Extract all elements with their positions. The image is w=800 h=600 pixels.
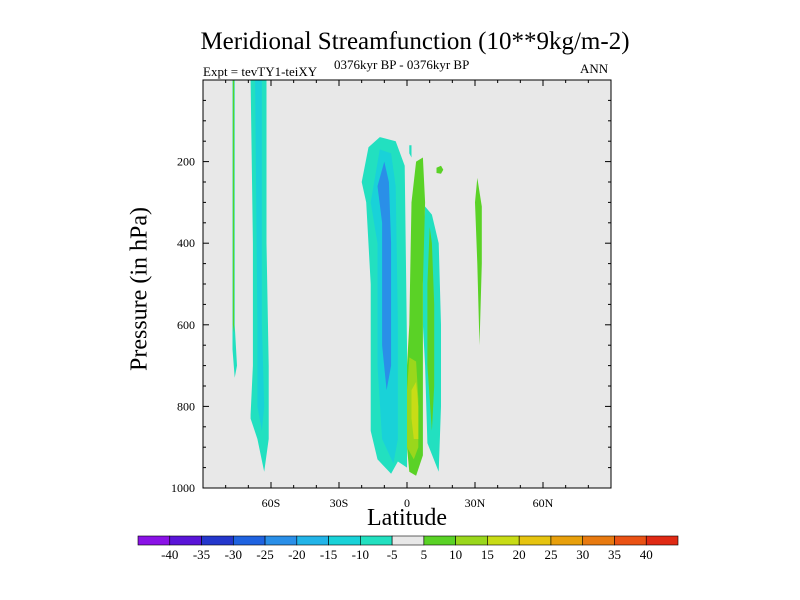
- x-tick-label-2: 0: [404, 496, 410, 510]
- y-tick-label-4: 1000: [171, 481, 195, 495]
- y-tick-label-3: 800: [177, 399, 195, 413]
- x-tick-label-4: 60N: [533, 496, 554, 510]
- colorbar-label-5: -15: [320, 547, 337, 562]
- contour-region-9: [427, 226, 435, 431]
- colorbar-swatch-14: [582, 535, 615, 546]
- colorbar-label-12: 25: [544, 547, 557, 562]
- contour-region-3: [255, 80, 265, 431]
- colorbar-label-10: 15: [481, 547, 494, 562]
- colorbar-label-1: -35: [193, 547, 210, 562]
- colorbar-swatch-16: [645, 535, 679, 546]
- colorbar: -40 -35 -30 -25 -20 -15 -10 -5 5 10 15 20 25 30 35 40: [137, 535, 679, 562]
- colorbar-swatch-0: [137, 535, 171, 546]
- colorbar-swatch-3: [232, 535, 266, 546]
- contour-region-6: [377, 161, 392, 391]
- colorbar-swatch-13: [550, 535, 584, 546]
- axis-ticks: 60S 30S 0 30N 60N 200 400 600 800 1000: [171, 80, 611, 510]
- experiment-label: Expt = tevTY1-teiXY: [203, 64, 318, 79]
- colorbar-label-11: 20: [513, 547, 526, 562]
- colorbar-swatch-1: [169, 535, 202, 546]
- colorbar-swatch-12: [518, 535, 552, 546]
- contour-region-12: [411, 381, 419, 439]
- colorbar-label-4: -20: [288, 547, 305, 562]
- colorbar-swatch-8: [391, 535, 425, 546]
- y-tick-label-2: 600: [177, 318, 195, 332]
- colorbar-label-13: 30: [576, 547, 589, 562]
- season-label: ANN: [580, 61, 609, 76]
- contour-region-7: [409, 145, 412, 158]
- colorbar-label-2: -30: [225, 547, 242, 562]
- contour-region-13: [436, 165, 444, 174]
- y-tick-label-0: 200: [177, 155, 195, 169]
- period-label: 0376kyr BP - 0376kyr BP: [334, 57, 470, 72]
- colorbar-label-6: -10: [352, 547, 369, 562]
- colorbar-label-3: -25: [256, 547, 273, 562]
- colorbar-swatch-4: [264, 535, 298, 546]
- y-tick-label-1: 400: [177, 236, 195, 250]
- colorbar-label-7: -5: [387, 547, 398, 562]
- x-axis-label: Latitude: [367, 505, 447, 531]
- colorbar-swatch-11: [487, 535, 520, 546]
- colorbar-label-0: -40: [161, 547, 178, 562]
- colorbar-label-14: 35: [608, 547, 621, 562]
- colorbar-label-15: 40: [640, 547, 653, 562]
- x-tick-label-3: 30N: [465, 496, 486, 510]
- colorbar-swatch-2: [201, 535, 234, 546]
- colorbar-label-9: 10: [449, 547, 462, 562]
- colorbar-swatch-10: [455, 535, 488, 546]
- contour-region-1: [232, 80, 235, 333]
- contour-regions: [232, 80, 482, 476]
- colorbar-swatch-15: [614, 535, 647, 546]
- colorbar-swatch-7: [360, 535, 393, 546]
- x-tick-label-0: 60S: [262, 496, 281, 510]
- colorbar-swatch-5: [296, 535, 329, 546]
- colorbar-swatch-6: [328, 535, 361, 546]
- x-tick-label-1: 30S: [330, 496, 349, 510]
- colorbar-label-8: 5: [421, 547, 428, 562]
- contour-region-14: [475, 177, 482, 346]
- colorbar-swatch-9: [423, 535, 456, 546]
- chart-title: Meridional Streamfunction (10**9kg/m-2): [200, 28, 630, 55]
